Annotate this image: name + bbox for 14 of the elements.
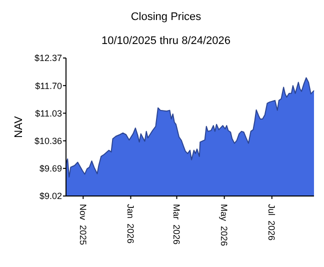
x-tick-label: Jul 2026 — [266, 204, 277, 241]
chart-title: Closing Prices — [130, 11, 202, 23]
y-tick-label: $11.03 — [35, 108, 62, 118]
x-tick-label: Nov 2025 — [78, 204, 88, 246]
y-tick-label: $10.36 — [34, 136, 62, 146]
x-tick-label: Mar 2026 — [172, 204, 182, 245]
x-tick-label: May 2026 — [219, 204, 230, 246]
y-axis-title: NAV — [13, 115, 25, 138]
x-tick-label: Jan 2026 — [126, 204, 136, 244]
y-tick-label: $9.69 — [39, 164, 62, 174]
y-tick-label: $12.37 — [34, 53, 62, 64]
chart-subtitle: 10/10/2025 thru 8/24/2026 — [101, 35, 231, 47]
y-tick-label: $9.02 — [39, 191, 62, 202]
y-tick-label: $11.70 — [35, 80, 62, 91]
